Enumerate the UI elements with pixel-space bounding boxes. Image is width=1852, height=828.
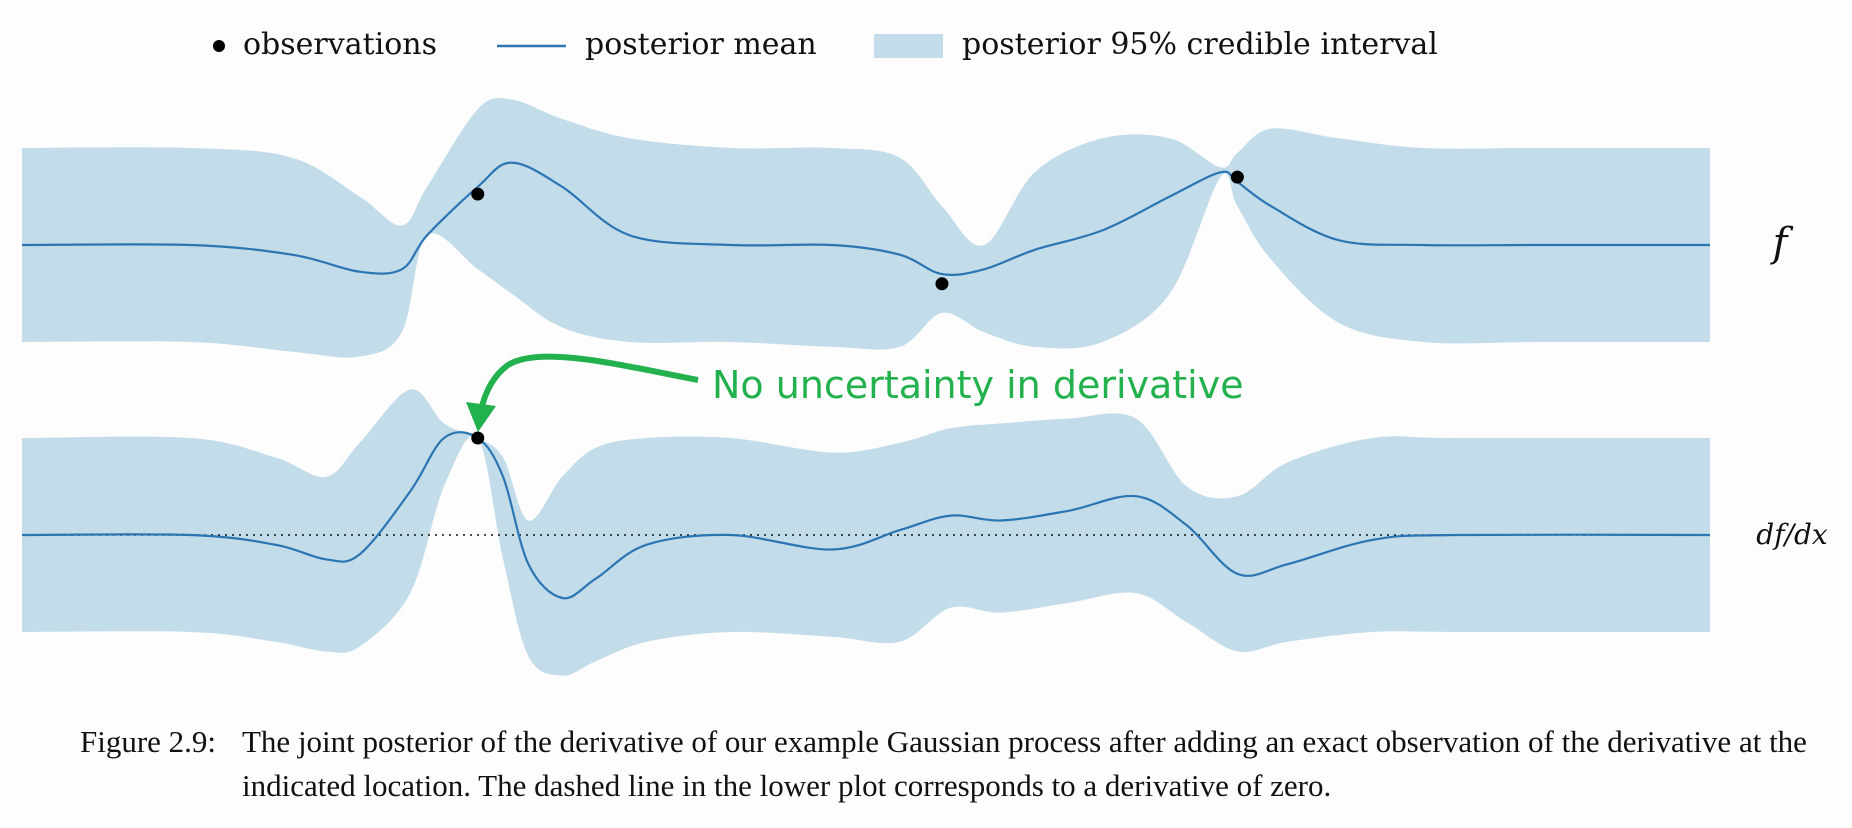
observation-point: [471, 431, 485, 445]
panel-f: [21, 98, 1710, 358]
annotation-text: No uncertainty in derivative: [712, 363, 1244, 407]
legend: observations posterior mean posterior 95…: [213, 27, 1438, 62]
caption: Figure 2.9: The joint posterior of the d…: [80, 720, 1840, 808]
annotation-arrow-line: [477, 353, 699, 419]
legend-interval-label: posterior 95% credible interval: [962, 27, 1438, 62]
legend-observation-marker: [213, 40, 225, 52]
posterior-mean-line: [21, 161, 1710, 277]
posterior-mean-line: [21, 431, 1711, 600]
legend-observations-label: observations: [243, 27, 437, 62]
observation-point: [935, 277, 949, 291]
panel-derivative: [21, 389, 1711, 676]
caption-label: Figure 2.9:: [80, 724, 217, 759]
observation-point: [1230, 170, 1244, 184]
credible-band: [22, 98, 1710, 358]
annotation-arrow-head: [466, 402, 496, 432]
observation-point: [471, 187, 485, 201]
legend-mean-label: posterior mean: [585, 27, 817, 62]
annotation: No uncertainty in derivative: [466, 353, 1244, 432]
caption-text: The joint posterior of the derivative of…: [242, 724, 1807, 803]
legend-interval-swatch: [874, 34, 943, 58]
credible-band: [22, 389, 1710, 676]
ylabel-derivative: df/dx: [1756, 518, 1828, 551]
ylabel-f: f: [1770, 220, 1794, 266]
